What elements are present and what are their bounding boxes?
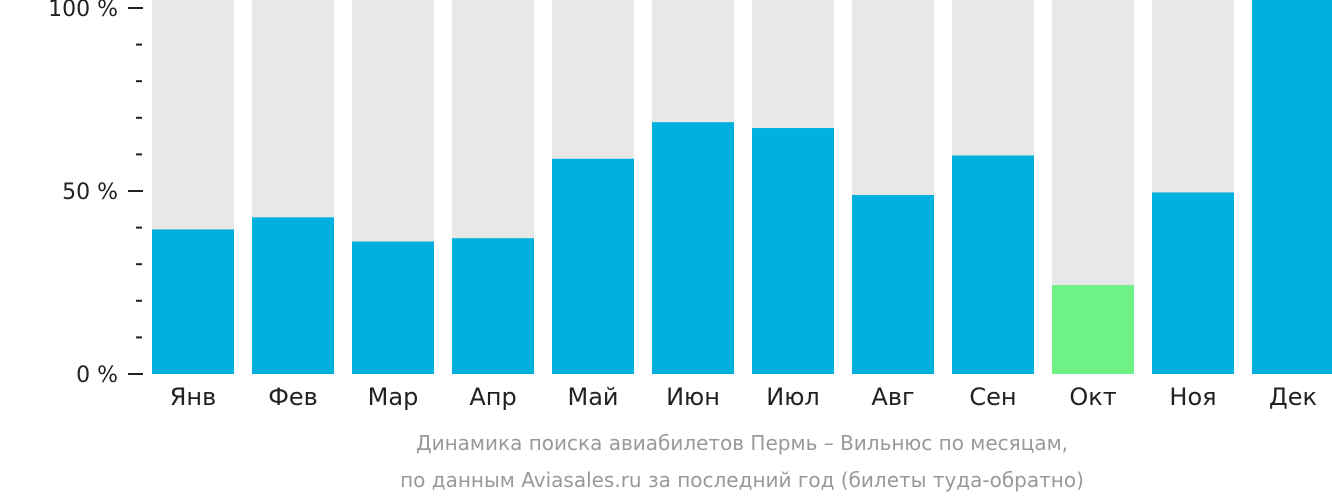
bar-11[interactable] — [1152, 192, 1234, 374]
caption-line-1: Динамика поиска авиабилетов Пермь – Виль… — [416, 431, 1068, 455]
x-tick-label: Авг — [871, 383, 914, 411]
bar-5[interactable] — [552, 158, 634, 374]
bar-1[interactable] — [152, 229, 234, 374]
y-axis: 0 % 50 % 100 % — [48, 0, 143, 388]
x-tick-label: Янв — [170, 383, 217, 411]
x-tick-label: Фев — [268, 383, 318, 411]
x-tick-label: Май — [567, 383, 618, 411]
caption-line-2: по данным Aviasales.ru за последний год … — [400, 468, 1084, 492]
y-tick-label: 50 % — [62, 180, 118, 205]
y-tick-label: 100 % — [48, 0, 118, 22]
bar-2[interactable] — [252, 217, 334, 374]
x-tick-label: Апр — [469, 383, 516, 411]
bar-7[interactable] — [752, 128, 834, 374]
bar-10[interactable] — [1052, 285, 1134, 374]
x-tick-label: Сен — [969, 383, 1016, 411]
bar-9[interactable] — [952, 155, 1034, 374]
y-tick-label: 0 % — [76, 363, 118, 388]
x-tick-label: Дек — [1269, 383, 1317, 411]
x-tick-label: Окт — [1069, 383, 1116, 411]
data-bars — [152, 0, 1332, 374]
x-tick-label: Мар — [368, 383, 419, 411]
x-axis-labels: Янв Фев Мар Апр Май Июн Июл Авг Сен Окт Ноя Дек — [170, 383, 1317, 411]
x-tick-label: Июн — [666, 383, 720, 411]
bar-6[interactable] — [652, 122, 734, 374]
bar-3[interactable] — [352, 241, 434, 374]
bar-12[interactable] — [1252, 0, 1332, 374]
x-tick-label: Ноя — [1169, 383, 1216, 411]
bar-4[interactable] — [452, 238, 534, 374]
x-tick-label: Июл — [766, 383, 820, 411]
bar-8[interactable] — [852, 195, 934, 374]
